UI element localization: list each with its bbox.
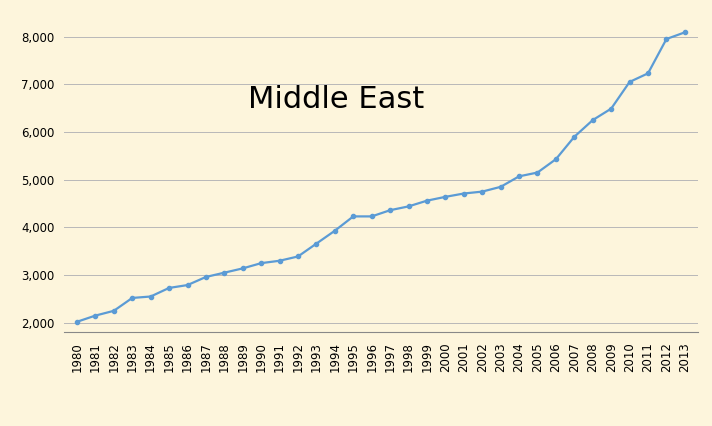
- Text: Middle East: Middle East: [248, 84, 424, 114]
